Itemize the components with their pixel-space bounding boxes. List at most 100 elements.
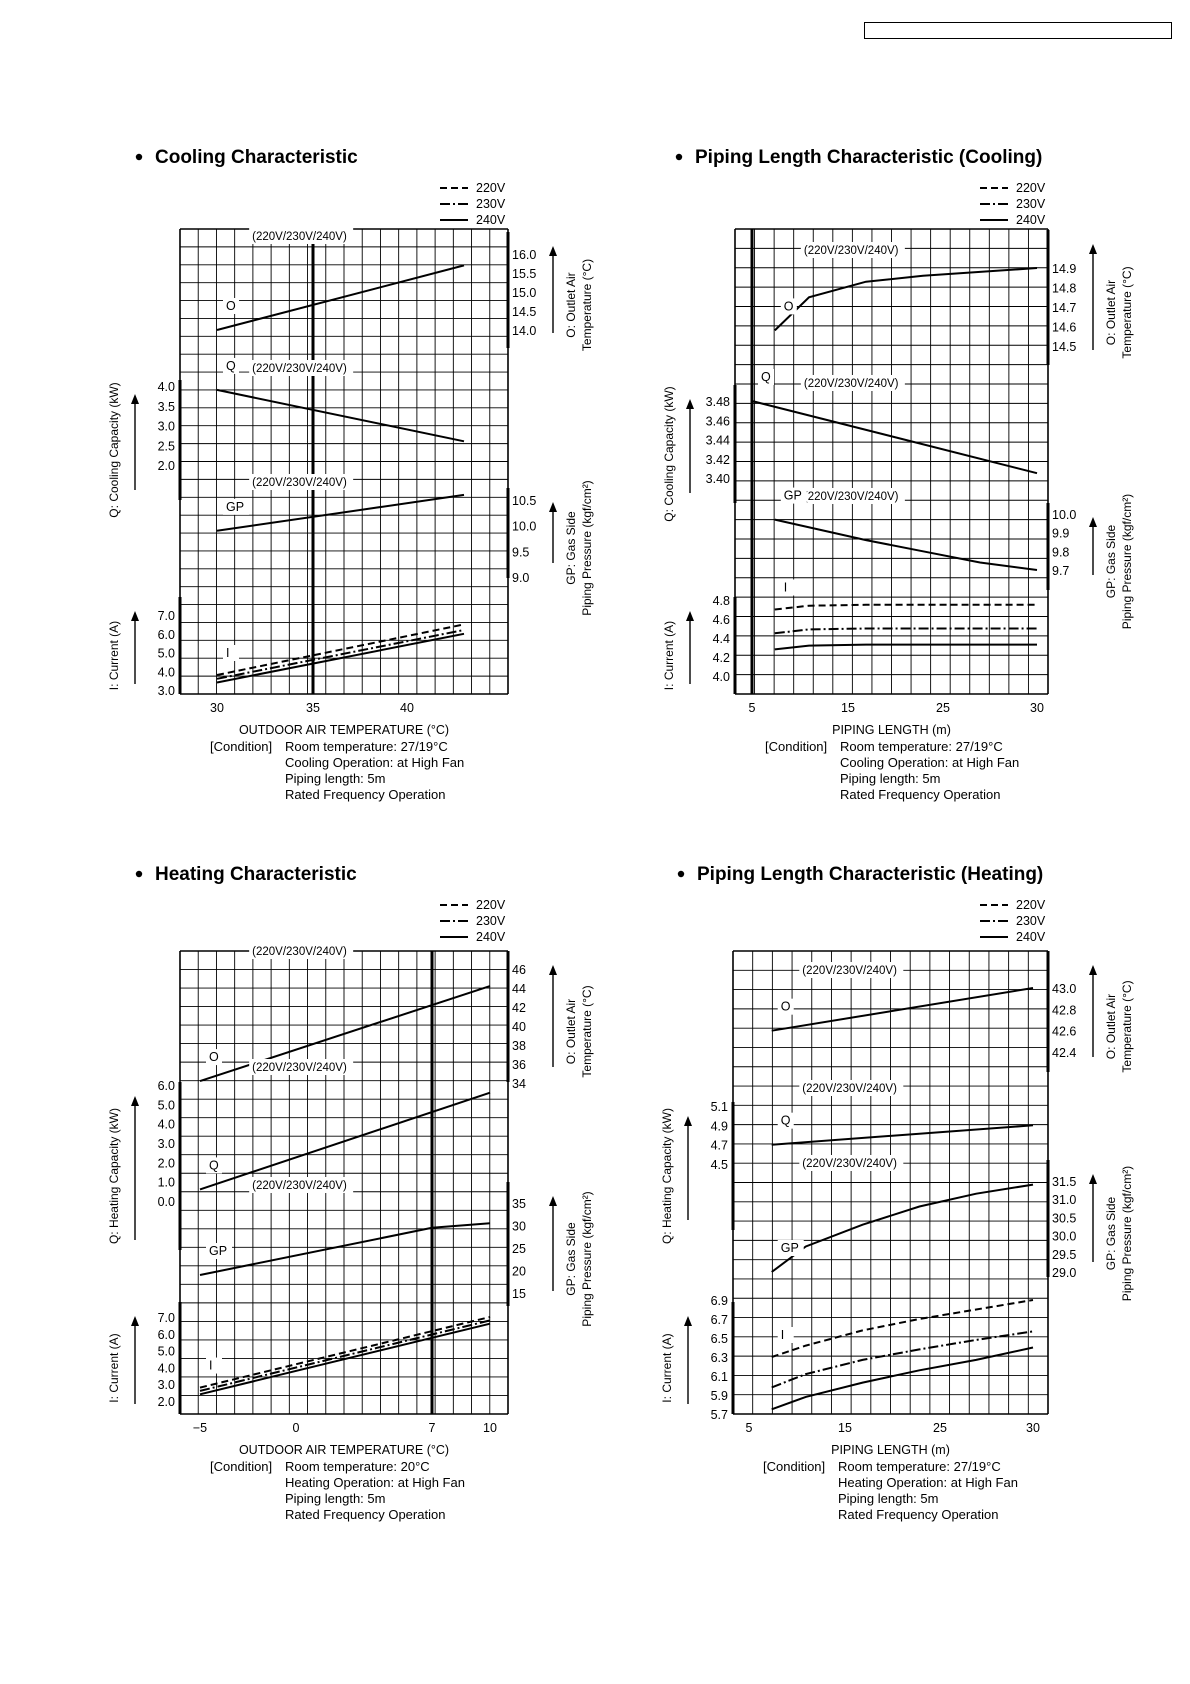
series-label: (220V/230V/240V)	[252, 363, 347, 375]
series-label-bg	[799, 1080, 904, 1096]
legend-label-230V: 230V	[476, 197, 506, 211]
condition-line: Rated Frequency Operation	[285, 787, 445, 802]
condition-heading: [Condition]	[763, 1459, 825, 1474]
y-axis-label: Q: Cooling Capacity (kW)	[662, 386, 676, 521]
chart-grid	[732, 950, 1049, 1415]
series-line-Q-220V/230V/240V	[771, 1124, 1034, 1146]
panel-I: 4.8 4.6 4.4 4.2 4.0 I: Current (A) I	[662, 579, 1037, 694]
y-axis-label: I: Current (A)	[107, 1333, 121, 1402]
marker-Q: Q	[226, 359, 236, 373]
y-axis-label: O: Outlet Air	[1104, 280, 1118, 345]
legend-label-220V: 220V	[1016, 181, 1046, 195]
y-tick-label: 5.1	[711, 1100, 728, 1114]
legend-label-240V: 240V	[476, 213, 506, 227]
marker-bg	[777, 1327, 794, 1343]
marker-I: I	[781, 1328, 784, 1342]
marker-bg	[206, 1157, 222, 1174]
y-tick-label: 4.5	[711, 1158, 728, 1172]
series-line-I-240V	[774, 643, 1037, 651]
condition-line: Rated Frequency Operation	[838, 1507, 998, 1522]
y-tick-label: 5.9	[711, 1389, 728, 1403]
series-label-bg	[249, 360, 354, 376]
y-tick-label: 3.0	[158, 1378, 175, 1392]
chart-title: Heating Characteristic	[155, 864, 357, 885]
condition-line: Piping length: 5m	[285, 1491, 385, 1506]
series-line-Q-220V/230V/240V	[216, 388, 465, 443]
y-tick-label: 40	[512, 1020, 526, 1034]
condition-line: Room temperature: 27/19°C	[285, 739, 448, 754]
y-tick-label: 14.5	[512, 305, 536, 319]
panel-GP: 10.0 9.9 9.8 9.7 GP: Gas Side Piping Pressure…	[774, 487, 1134, 629]
condition-heading: [Condition]	[210, 739, 272, 754]
panel-Q: 6.0 5.0 4.0 3.0 2.0 1.0 0.0 Q: Heating Capacity…	[107, 1059, 491, 1250]
condition-line: Piping length: 5m	[838, 1491, 938, 1506]
y-axis-label: GP: Gas Side	[1104, 1196, 1118, 1270]
y-tick-label: 6.0	[158, 1328, 175, 1342]
series-line-O-220V/230V/240V	[771, 987, 1034, 1032]
marker-bg	[206, 1049, 222, 1066]
series-line-I-240V	[199, 1322, 491, 1396]
y-axis-label: I: Current (A)	[660, 1333, 674, 1402]
series-label: (220V/230V/240V)	[252, 1062, 347, 1074]
marker-bg	[777, 1240, 804, 1256]
y-tick-label: 9.5	[512, 545, 529, 559]
y-axis-label: Piping Pressure (kgf/cm²)	[1120, 1166, 1134, 1301]
series-label: (220V/230V/240V)	[802, 1158, 897, 1170]
series-label-bg	[800, 488, 905, 504]
y-tick-label: 14.8	[1052, 282, 1076, 296]
arrow-head	[131, 611, 139, 621]
y-tick-label: 5.0	[158, 647, 175, 661]
x-tick-label: 25	[933, 1421, 947, 1435]
header-box	[864, 22, 1172, 39]
condition-line: Room temperature: 27/19°C	[838, 1459, 1001, 1474]
y-tick-label: 9.9	[1052, 527, 1069, 541]
series-label: (220V/230V/240V)	[252, 1180, 347, 1192]
arrow-head	[1089, 517, 1097, 527]
title-bullet	[675, 153, 683, 161]
condition-line: Cooling Operation: at High Fan	[840, 755, 1019, 770]
y-tick-label: 31.0	[1052, 1193, 1076, 1207]
series-label: (220V/230V/240V)	[804, 378, 899, 390]
chart-1: Cooling Characteristic 220V 230V 240V 30 35 40…	[107, 147, 594, 802]
series-label-bg	[249, 1059, 354, 1075]
panel-O: 14.9 14.8 14.7 14.6 14.5 O: Outlet Air Tempera…	[774, 230, 1134, 365]
x-tick-label: 5	[746, 1421, 753, 1435]
marker-O: O	[209, 1050, 219, 1064]
legend-label-220V: 220V	[1016, 898, 1046, 912]
y-tick-label: 7.0	[158, 609, 175, 623]
arrow-head	[1089, 1174, 1097, 1184]
condition-line: Piping length: 5m	[285, 771, 385, 786]
y-tick-label: 4.9	[711, 1119, 728, 1133]
condition-line: Piping length: 5m	[840, 771, 940, 786]
y-tick-label: 38	[512, 1039, 526, 1053]
series-label-bg	[799, 1155, 904, 1171]
y-tick-label: 4.0	[713, 670, 730, 684]
y-tick-label: 1.0	[158, 1176, 175, 1190]
legend-label-240V: 240V	[1016, 930, 1046, 944]
title-bullet	[135, 870, 143, 878]
marker-GP: GP	[209, 1244, 227, 1258]
marker-O: O	[781, 1000, 791, 1014]
y-tick-label: 29.5	[1052, 1248, 1076, 1262]
condition-line: Heating Operation: at High Fan	[285, 1475, 465, 1490]
chart-3: Heating Characteristic 220V 230V 240V −5 0 7 10…	[107, 864, 594, 1522]
title-bullet	[135, 153, 143, 161]
y-tick-label: 14.5	[1052, 340, 1076, 354]
y-tick-label: 42.8	[1052, 1003, 1076, 1017]
x-tick-label: 30	[1030, 701, 1044, 715]
y-tick-label: 15	[512, 1287, 526, 1301]
series-line-O-220V/230V/240V	[199, 985, 491, 1083]
marker-bg	[780, 487, 807, 504]
y-tick-label: 4.0	[158, 1118, 175, 1132]
y-tick-label: 42.6	[1052, 1025, 1076, 1039]
y-tick-label: 4.2	[713, 651, 730, 665]
y-axis-label: O: Outlet Air	[1104, 994, 1118, 1059]
arrow-head	[549, 246, 557, 256]
marker-GP: GP	[781, 1241, 799, 1255]
series-line-GP-220V/230V/240V	[216, 493, 465, 532]
x-tick-label: 40	[400, 701, 414, 715]
y-tick-label: 6.0	[158, 1079, 175, 1093]
y-tick-label: 2.0	[158, 459, 175, 473]
y-tick-label: 15.5	[512, 267, 536, 281]
